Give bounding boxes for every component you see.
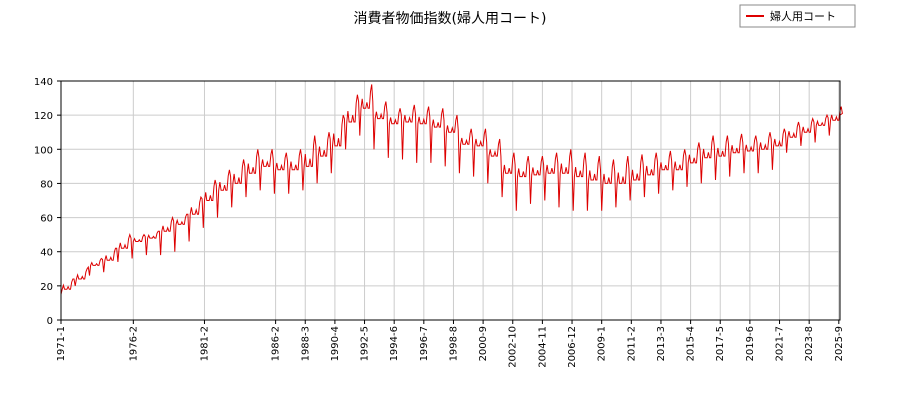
legend-label: 婦人用コート — [770, 9, 836, 23]
x-tick-label: 1988-3 — [300, 326, 311, 361]
x-tick-label: 1998-8 — [448, 326, 459, 361]
y-tick-label: 140 — [34, 77, 53, 88]
plot-frame — [60, 80, 841, 321]
x-tick-label: 2013-3 — [656, 326, 667, 361]
x-tick-label: 1996-7 — [419, 326, 430, 361]
y-tick-label: 80 — [40, 179, 53, 190]
y-tick-label: 0 — [47, 316, 53, 327]
x-tick-label: 2011-2 — [626, 326, 637, 361]
legend: 婦人用コート — [739, 4, 856, 28]
x-tick-label: 2021-7 — [775, 326, 786, 361]
x-tick-label: 2019-6 — [745, 326, 756, 361]
chart-title: 消費者物価指数(婦人用コート) — [354, 10, 547, 27]
y-tick-label: 100 — [34, 145, 53, 156]
y-axis: 0 20 40 60 80 100 120 140 — [34, 77, 61, 327]
x-tick-label: 2004-11 — [537, 326, 548, 368]
x-tick-label: 2000-9 — [478, 326, 489, 361]
y-tick-label: 120 — [34, 111, 53, 122]
x-tick-label: 1994-6 — [389, 326, 400, 361]
x-tick-label: 2009-1 — [597, 326, 608, 361]
x-tick-label: 2015-4 — [686, 326, 697, 361]
x-tick-label: 1981-2 — [199, 326, 210, 361]
x-tick-label: 1990-4 — [330, 326, 341, 361]
x-tick-label: 1976-2 — [128, 326, 139, 361]
x-tick-label: 2006-12 — [567, 326, 578, 368]
x-tick-label: 1986-2 — [271, 326, 282, 361]
x-tick-label: 2002-10 — [508, 326, 519, 368]
x-tick-label: 2025-9 — [834, 326, 845, 361]
y-tick-label: 40 — [40, 248, 53, 259]
legend-box — [739, 4, 856, 28]
y-tick-label: 60 — [40, 214, 53, 225]
grid — [60, 80, 840, 320]
series-line — [60, 84, 843, 295]
x-axis: 1971-1 1976-2 1981-2 1986-2 1988-3 1990-4 1992… — [56, 320, 845, 368]
x-tick-label: 2023-8 — [804, 326, 815, 361]
x-tick-label: 2017-5 — [715, 326, 726, 361]
x-tick-label: 1971-1 — [56, 326, 67, 361]
x-tick-label: 1992-5 — [360, 326, 371, 361]
y-tick-label: 20 — [40, 282, 53, 293]
